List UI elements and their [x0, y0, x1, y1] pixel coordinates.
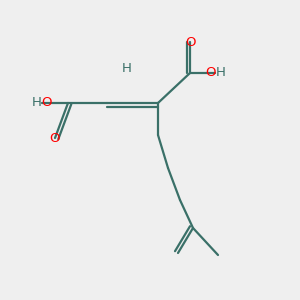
Text: O: O [185, 35, 195, 49]
Text: H: H [32, 97, 42, 110]
Text: O: O [50, 131, 60, 145]
Text: O: O [206, 67, 216, 80]
Text: H: H [216, 67, 226, 80]
Text: O: O [41, 97, 51, 110]
Text: H: H [122, 61, 132, 74]
